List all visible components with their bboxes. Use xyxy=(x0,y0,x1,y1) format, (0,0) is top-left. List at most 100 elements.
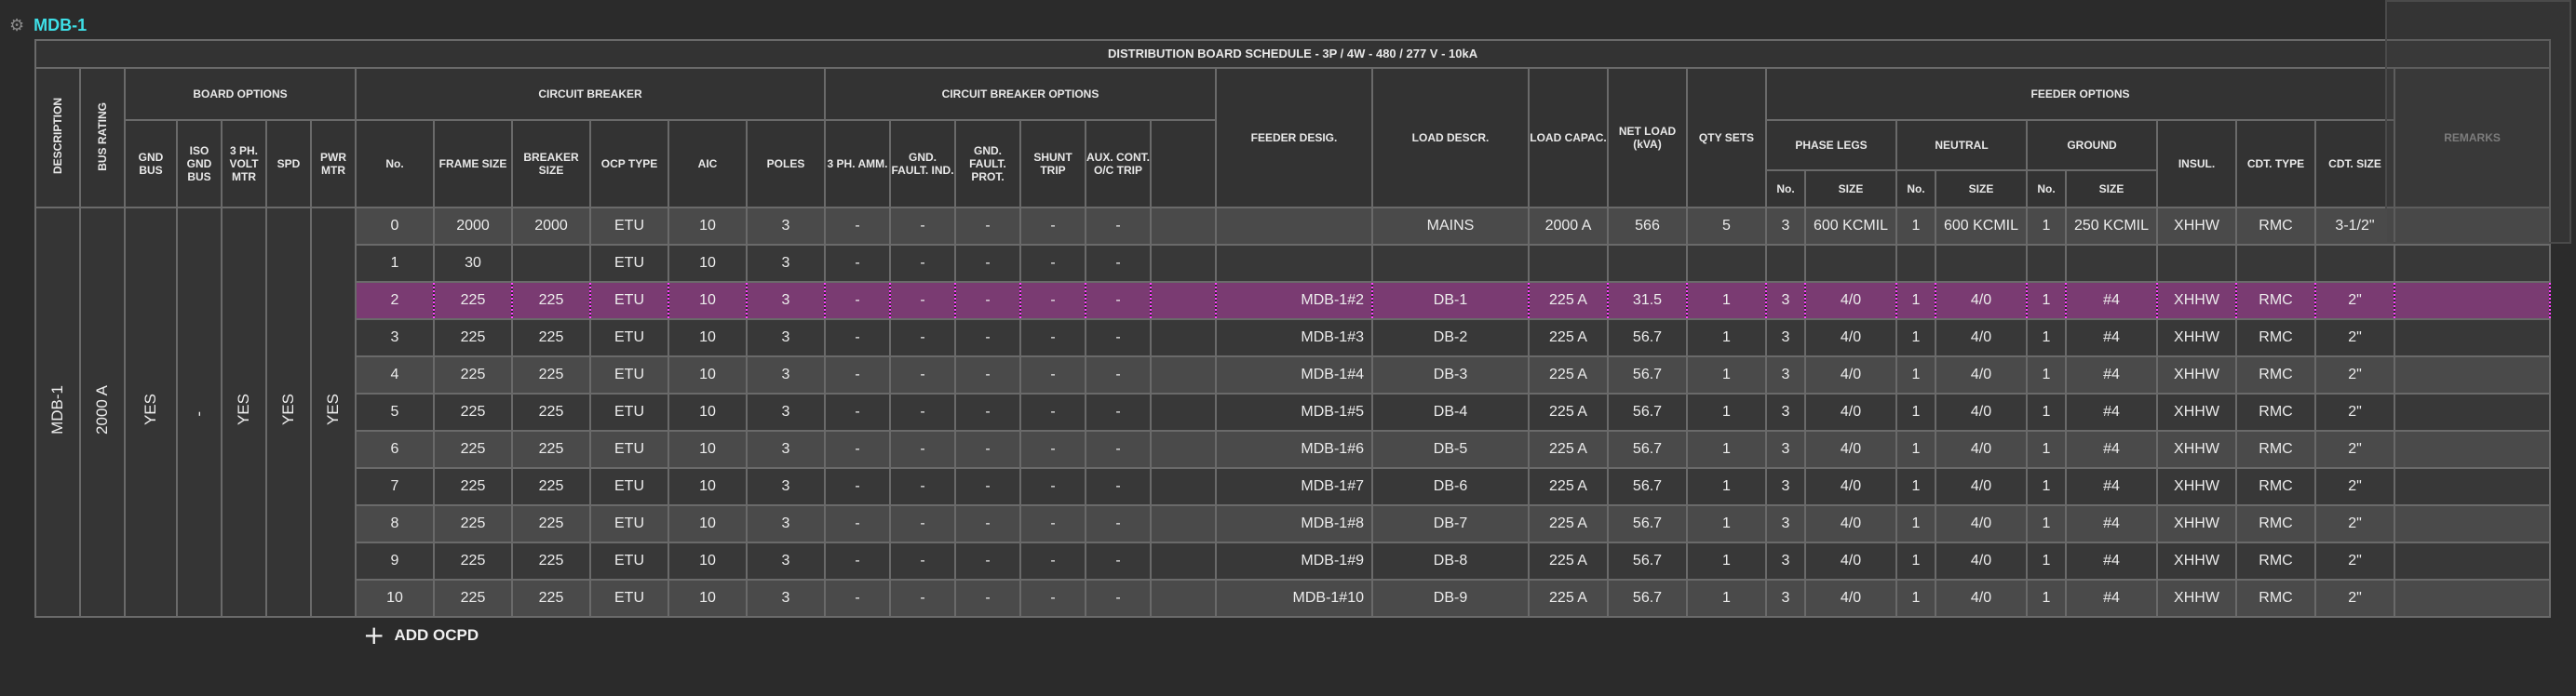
cell-breaker-size[interactable]: 225 xyxy=(511,467,591,506)
table-row[interactable]: 7 225 225 ETU 10 3- - - - - MDB-1#7 DB-6 225 A 56.7 1 3… xyxy=(35,467,2552,506)
cell-ground-no[interactable]: 1 xyxy=(2026,579,2067,618)
cell-gnd-fault-prot[interactable]: - xyxy=(954,244,1021,283)
cell-feeder-desig[interactable]: MDB-1#7 xyxy=(1215,467,1373,506)
cell-net-load[interactable]: 56.7 xyxy=(1607,579,1688,618)
cell-ground-size[interactable]: #4 xyxy=(2065,504,2158,543)
cell-neutral-size[interactable]: 4/0 xyxy=(1935,393,2028,432)
cell-frame-size[interactable]: 225 xyxy=(433,281,513,320)
cell-aux-cont[interactable]: - xyxy=(1085,430,1152,469)
cell-aic[interactable]: 10 xyxy=(668,355,748,395)
cell-gnd-fault-ind[interactable]: - xyxy=(889,393,956,432)
cell-qty-sets[interactable]: 1 xyxy=(1686,467,1767,506)
cell-load-descr[interactable]: DB-7 xyxy=(1371,504,1530,543)
cell-phase-no[interactable]: 3 xyxy=(1765,504,1806,543)
cell-load-descr[interactable]: DB-4 xyxy=(1371,393,1530,432)
cell-insul[interactable] xyxy=(2156,244,2237,283)
cell-qty-sets[interactable]: 1 xyxy=(1686,579,1767,618)
cell-net-load[interactable]: 56.7 xyxy=(1607,542,1688,581)
cell-poles[interactable]: 3 xyxy=(746,244,826,283)
cell-phase-size[interactable]: 4/0 xyxy=(1804,281,1897,320)
cell-feeder-desig[interactable]: MDB-1#2 xyxy=(1215,281,1373,320)
cell-cdt-type[interactable] xyxy=(2235,244,2316,283)
cell-load-capac[interactable]: 225 A xyxy=(1528,318,1609,357)
cell-phase-no[interactable]: 3 xyxy=(1765,281,1806,320)
cell-net-load[interactable]: 31.5 xyxy=(1607,281,1688,320)
cell-feeder-desig[interactable]: MDB-1#6 xyxy=(1215,430,1373,469)
board-description[interactable]: MDB-1 xyxy=(34,207,81,618)
cell-net-load[interactable]: 56.7 xyxy=(1607,318,1688,357)
cell-neutral-no[interactable]: 1 xyxy=(1895,393,1936,432)
cell-no[interactable]: 7 xyxy=(355,467,435,506)
cell-ocp-type[interactable]: ETU xyxy=(589,318,669,357)
cell-gnd-fault-ind[interactable]: - xyxy=(889,244,956,283)
cell-qty-sets[interactable]: 1 xyxy=(1686,430,1767,469)
cell-load-capac[interactable]: 225 A xyxy=(1528,504,1609,543)
cell-load-capac[interactable] xyxy=(1528,244,1609,283)
cell-ocp-type[interactable]: ETU xyxy=(589,244,669,283)
cell-gnd-fault-prot[interactable]: - xyxy=(954,207,1021,246)
cell-neutral-no[interactable]: 1 xyxy=(1895,579,1936,618)
cell-no[interactable]: 1 xyxy=(355,244,435,283)
cell-remarks[interactable] xyxy=(2393,579,2552,618)
cell-gnd-fault-ind[interactable]: - xyxy=(889,467,956,506)
cell-ground-size[interactable]: #4 xyxy=(2065,542,2158,581)
cell-ground-size[interactable]: #4 xyxy=(2065,318,2158,357)
cell-no[interactable]: 3 xyxy=(355,318,435,357)
cell-ocp-type[interactable]: ETU xyxy=(589,281,669,320)
cell-ground-no[interactable]: 1 xyxy=(2026,393,2067,432)
cell-poles[interactable]: 3 xyxy=(746,542,826,581)
board-pwr-mtr[interactable]: YES xyxy=(310,207,357,618)
cell-cdt-size[interactable]: 2" xyxy=(2314,504,2395,543)
board-volt-mtr[interactable]: YES xyxy=(221,207,267,618)
cell-load-descr[interactable]: DB-6 xyxy=(1371,467,1530,506)
cell-no[interactable]: 0 xyxy=(355,207,435,246)
cell-ocp-type[interactable]: ETU xyxy=(589,430,669,469)
cell-no[interactable]: 9 xyxy=(355,542,435,581)
cell-cdt-type[interactable]: RMC xyxy=(2235,207,2316,246)
cell-cdt-type[interactable]: RMC xyxy=(2235,542,2316,581)
cell-poles[interactable]: 3 xyxy=(746,393,826,432)
table-row[interactable]: 10 225 225 ETU 10 3- - - - - MDB-1#10 DB-9 225 A 56.7… xyxy=(35,579,2552,618)
cell-shunt-trip[interactable]: - xyxy=(1019,430,1086,469)
cell-no[interactable]: 4 xyxy=(355,355,435,395)
cell-cb-extra[interactable] xyxy=(1150,393,1217,432)
cell-ground-no[interactable]: 1 xyxy=(2026,355,2067,395)
cell-amm[interactable]: - xyxy=(824,207,891,246)
cell-qty-sets[interactable]: 1 xyxy=(1686,281,1767,320)
cell-insul[interactable]: XHHW xyxy=(2156,430,2237,469)
cell-ground-size[interactable] xyxy=(2065,244,2158,283)
cell-ocp-type[interactable]: ETU xyxy=(589,355,669,395)
cell-frame-size[interactable]: 225 xyxy=(433,430,513,469)
cell-cdt-type[interactable]: RMC xyxy=(2235,318,2316,357)
cell-load-descr[interactable]: DB-2 xyxy=(1371,318,1530,357)
cell-phase-size[interactable]: 600 KCMIL xyxy=(1804,207,1897,246)
board-iso-gnd-bus[interactable]: - xyxy=(176,207,223,618)
cell-phase-size[interactable]: 4/0 xyxy=(1804,430,1897,469)
cell-net-load[interactable]: 56.7 xyxy=(1607,355,1688,395)
cell-amm[interactable]: - xyxy=(824,430,891,469)
cell-neutral-size[interactable]: 4/0 xyxy=(1935,430,2028,469)
cell-gnd-fault-prot[interactable]: - xyxy=(954,504,1021,543)
cell-poles[interactable]: 3 xyxy=(746,467,826,506)
cell-neutral-no[interactable]: 1 xyxy=(1895,355,1936,395)
cell-poles[interactable]: 3 xyxy=(746,207,826,246)
cell-phase-size[interactable]: 4/0 xyxy=(1804,355,1897,395)
cell-aic[interactable]: 10 xyxy=(668,430,748,469)
cell-cdt-size[interactable]: 2" xyxy=(2314,542,2395,581)
cell-remarks[interactable] xyxy=(2393,542,2552,581)
cell-cdt-size[interactable]: 2" xyxy=(2314,281,2395,320)
cell-load-descr[interactable]: DB-3 xyxy=(1371,355,1530,395)
cell-breaker-size[interactable]: 225 xyxy=(511,355,591,395)
cell-feeder-desig[interactable]: MDB-1#4 xyxy=(1215,355,1373,395)
cell-gnd-fault-prot[interactable]: - xyxy=(954,579,1021,618)
cell-aic[interactable]: 10 xyxy=(668,393,748,432)
cell-gnd-fault-ind[interactable]: - xyxy=(889,281,956,320)
cell-remarks[interactable] xyxy=(2393,504,2552,543)
cell-ocp-type[interactable]: ETU xyxy=(589,467,669,506)
board-gnd-bus[interactable]: YES xyxy=(124,207,178,618)
cell-cb-extra[interactable] xyxy=(1150,430,1217,469)
cell-aux-cont[interactable]: - xyxy=(1085,355,1152,395)
cell-net-load[interactable]: 56.7 xyxy=(1607,393,1688,432)
cell-amm[interactable]: - xyxy=(824,579,891,618)
cell-gnd-fault-prot[interactable]: - xyxy=(954,542,1021,581)
